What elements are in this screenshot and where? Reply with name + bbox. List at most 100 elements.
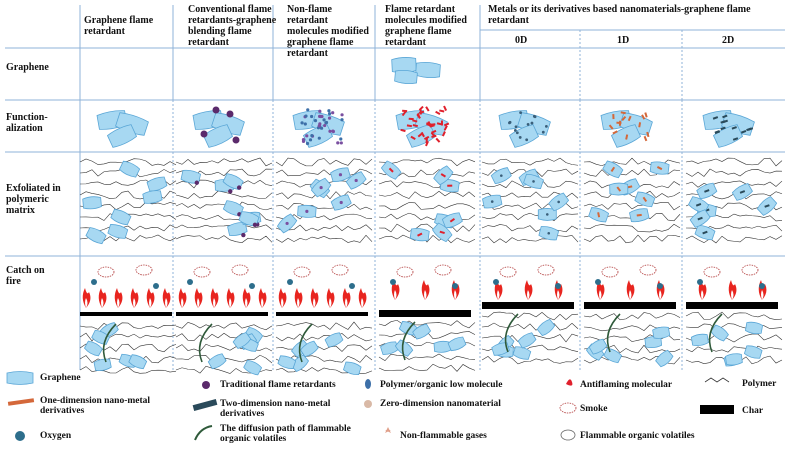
flame-core — [701, 290, 704, 300]
polymer-chain — [175, 157, 273, 167]
oxygen-molecule — [91, 279, 97, 285]
flame-core — [281, 298, 284, 308]
flame — [596, 280, 605, 300]
polymer-chain — [481, 322, 579, 331]
smoke-puff — [331, 264, 349, 276]
polymer-chain — [583, 234, 681, 244]
graphene-sheet — [142, 190, 163, 204]
polymer-chain — [275, 354, 373, 363]
zero-dim-icon — [364, 400, 372, 408]
legend-polymer-low-molecule: Polymer/organic low molecule — [380, 380, 503, 390]
organic-molecule-dot — [338, 173, 343, 177]
flame-core — [297, 298, 300, 308]
flame — [130, 288, 139, 308]
flame — [82, 288, 91, 308]
polymer-chain — [481, 179, 579, 189]
traditional-fr-icon — [202, 381, 210, 389]
antiflaming-mark — [440, 173, 446, 178]
antiflaming-mark — [447, 184, 453, 187]
graphene-sheet — [415, 62, 441, 78]
col-header-non-flame: Non-flame retardant molecules modified g… — [287, 4, 369, 59]
nano-rod-mark — [656, 166, 663, 171]
flame-core — [229, 298, 232, 308]
legend-nano-metal-2d: Two-dimension nano-metal derivatives — [220, 399, 331, 419]
legend-traditional-fr: Traditional flame retardants — [220, 380, 336, 390]
graphene-sheet — [227, 222, 248, 236]
organic-molecule-dot — [301, 139, 306, 143]
organic-molecule-dot — [300, 121, 304, 125]
subcol-1d: 1D — [617, 35, 630, 46]
polymer-chain — [175, 235, 273, 243]
flame — [524, 280, 533, 300]
polymer-chain — [481, 355, 579, 365]
antiflaming-icon — [566, 379, 573, 386]
antiflaming-mark — [449, 218, 456, 223]
graphene-sheet — [82, 196, 102, 210]
graphene-sheet — [110, 208, 132, 226]
flame-core — [557, 290, 560, 300]
polymer-low-molecule-icon — [365, 379, 371, 389]
graphene-sheet — [491, 342, 510, 356]
nano-sheet-mark — [702, 230, 708, 235]
graphene-sheet — [207, 353, 227, 370]
polymer-chain — [79, 158, 177, 166]
antiflaming-mark — [412, 124, 418, 128]
oxygen-molecule — [287, 279, 293, 285]
organic-molecule-dot — [339, 137, 343, 141]
graphene-sheet — [603, 347, 623, 364]
nano-rod-mark — [597, 212, 601, 218]
nano-rod-mark — [627, 115, 632, 122]
nano-rod-mark — [641, 114, 646, 120]
nanoparticle-dot — [515, 131, 519, 135]
smoke-puff — [703, 266, 721, 278]
nanoparticle-dot — [490, 200, 494, 203]
char-layer — [80, 312, 172, 316]
polymer-chain — [79, 366, 177, 374]
flammable-volatiles-icon — [560, 429, 576, 441]
traditional-fr-dot — [241, 232, 246, 238]
diffusion-path — [708, 313, 723, 353]
flame — [162, 288, 171, 308]
graphene-sheet — [394, 69, 418, 85]
flame — [294, 288, 303, 308]
char-layer — [276, 312, 368, 316]
antiflaming-mark — [443, 105, 448, 111]
smoke-puff — [396, 266, 414, 278]
polymer-chain — [275, 202, 373, 211]
graphene-sheet — [508, 124, 540, 148]
oxygen-molecule — [153, 283, 159, 289]
subcol-0d: 0D — [515, 35, 528, 46]
flame — [98, 288, 107, 308]
nano-sheet-mark — [722, 119, 729, 124]
polymer-chain — [378, 190, 476, 199]
polymer-chain — [685, 345, 783, 353]
smoke-puff — [741, 264, 759, 276]
organic-molecule-dot — [331, 129, 335, 133]
polymer-chain — [481, 235, 579, 244]
traditional-fr-dot — [232, 136, 240, 144]
nano-sheet-mark — [732, 137, 739, 141]
subcol-2d: 2D — [722, 35, 735, 46]
organic-molecule-dot — [318, 109, 322, 113]
graphene-sheet — [517, 332, 537, 349]
graphene-sheet — [128, 354, 148, 370]
smoke-puff — [135, 264, 153, 276]
antiflaming-mark — [400, 128, 406, 133]
polymer-icon — [704, 377, 730, 383]
nano-rod-mark — [636, 213, 642, 217]
row-label-graphene: Graphene — [6, 62, 49, 73]
smoke-puff — [499, 266, 517, 278]
graphene-sheet — [644, 336, 663, 349]
flame-core — [659, 290, 662, 300]
graphene-sheet — [202, 124, 234, 148]
organic-molecule-dot — [310, 133, 314, 138]
polymer-chain — [275, 321, 373, 330]
polymer-chain — [685, 168, 783, 177]
graphene-sheet — [512, 346, 532, 360]
antiflaming-mark — [417, 232, 423, 237]
graphene-sheet — [588, 338, 608, 355]
non-flammable-gas-icon — [385, 427, 391, 433]
graphene-sheet — [83, 340, 103, 357]
antiflaming-mark — [431, 134, 437, 138]
organic-molecule-dot — [340, 118, 344, 122]
